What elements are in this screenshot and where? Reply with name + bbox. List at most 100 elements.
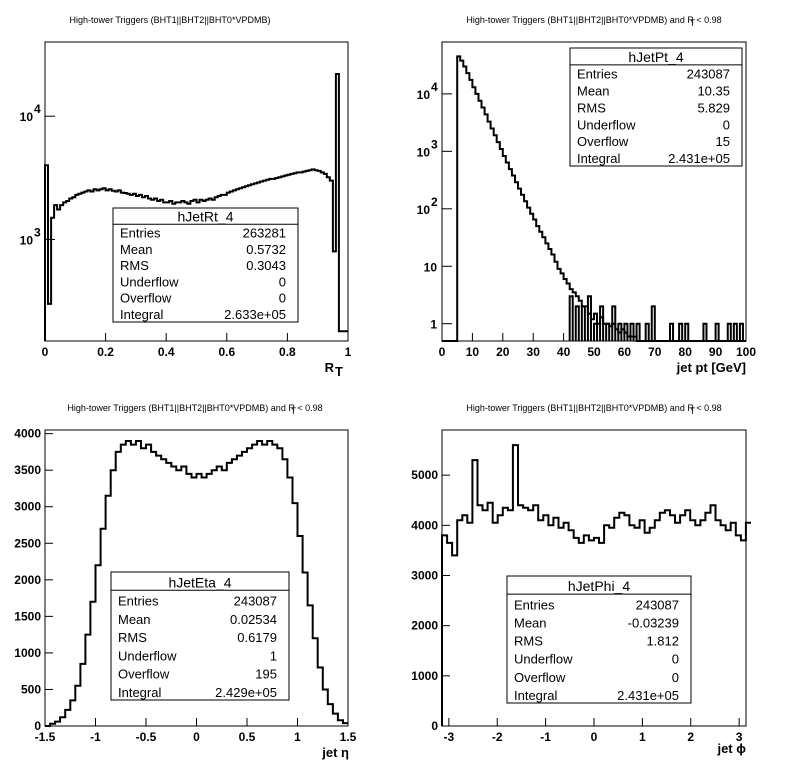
stats-row-value: 0.3043 [246, 258, 286, 273]
histogram-bin [623, 322, 629, 341]
stats-row-label: Mean [577, 84, 610, 99]
histogram-bin [611, 305, 617, 341]
x-tick-label: -1 [540, 730, 551, 744]
stats-row-value: 1 [270, 648, 277, 663]
x-axis-label: jet η [321, 745, 349, 760]
x-tick-label: 1 [345, 345, 352, 359]
y-tick-label: 4000 [14, 427, 41, 441]
chart-title: High-tower Triggers (BHT1||BHT2||BHT0*VP… [466, 403, 721, 413]
histogram-bin [684, 322, 690, 341]
stats-row-value: 15 [716, 134, 730, 149]
x-tick-label: 30 [527, 345, 541, 359]
histogram-line [45, 440, 348, 727]
y-tick-label: 10 [417, 88, 431, 102]
chart-title: High-tower Triggers (BHT1||BHT2||BHT0*VP… [466, 15, 721, 25]
stats-row-label: Overflow [118, 667, 170, 682]
x-tick-label: 3 [736, 730, 743, 744]
y-tick-label: 3000 [411, 568, 438, 582]
y-tick-exponent: 4 [34, 102, 41, 116]
stats-row-label: Underflow [120, 274, 179, 289]
stats-row-value: 263281 [243, 226, 286, 241]
stats-row-label: Overflow [577, 134, 629, 149]
x-axis-label: jet pt [GeV] [676, 360, 746, 375]
histogram-bin [599, 305, 605, 341]
histogram-bin [714, 322, 720, 341]
x-tick-label: 50 [587, 345, 601, 359]
histogram-bin [568, 295, 574, 341]
stats-row-value: 0.5732 [246, 242, 286, 257]
chart-title-subscript: T [690, 406, 696, 416]
stats-row-value: 0 [723, 117, 730, 132]
stats-box-frame [569, 47, 743, 167]
x-tick-label: 0 [193, 730, 200, 744]
panel-phi: High-tower Triggers (BHT1||BHT2||BHT0*VP… [411, 403, 751, 756]
x-tick-label: 100 [736, 345, 756, 359]
x-tick-label: 1 [294, 730, 301, 744]
stats-row-value: 2.429e+05 [215, 685, 277, 700]
stats-box: hJetPhi_4 Entries 243087 Mean -0.03239 RMS 1.8… [506, 575, 692, 704]
histogram-line [442, 55, 746, 342]
histogram-bin [629, 322, 635, 341]
y-tick-label: 3500 [14, 463, 41, 477]
stats-row-label: Integral [514, 688, 557, 703]
chart-title-subscript: T [690, 18, 696, 28]
x-axis-label: R [325, 360, 335, 375]
y-tick-label: 5000 [411, 468, 438, 482]
x-axis-label: jet ϕ [716, 741, 746, 756]
histogram-bin [586, 295, 592, 341]
x-tick-label: -3 [444, 730, 455, 744]
stats-row-value: 5.829 [697, 100, 730, 115]
stats-row-label: Mean [514, 615, 547, 630]
stats-row-value: 1.812 [646, 634, 679, 649]
histogram-bin [678, 322, 684, 341]
x-tick-label: 40 [557, 345, 571, 359]
stats-box-title: hJetRt_4 [177, 208, 233, 224]
x-tick-label: 0.5 [239, 730, 256, 744]
stats-row-value: 243087 [636, 597, 679, 612]
stats-box-frame [506, 575, 692, 704]
panel-eta: High-tower Triggers (BHT1||BHT2||BHT0*VP… [14, 403, 356, 760]
histogram-line [441, 444, 751, 726]
panel-pt: High-tower Triggers (BHT1||BHT2||BHT0*VP… [417, 15, 757, 375]
y-tick-label: 2000 [411, 619, 438, 633]
x-tick-label: -1.5 [35, 730, 56, 744]
histogram-bin [605, 322, 611, 341]
y-tick-label: 10 [424, 260, 438, 274]
stats-row-label: Entries [514, 597, 555, 612]
x-tick-label: 0.6 [218, 345, 235, 359]
chart-title-subscript: T [291, 406, 297, 416]
panel-rt: High-tower Triggers (BHT1||BHT2||BHT0*VP… [20, 15, 352, 379]
stats-row-label: Integral [120, 307, 163, 322]
histogram-bin [726, 322, 732, 341]
stats-row-value: 0 [672, 670, 679, 685]
histogram-bin [593, 322, 599, 341]
x-tick-label: 70 [648, 345, 662, 359]
x-tick-label: 80 [679, 345, 693, 359]
x-tick-label: 10 [466, 345, 480, 359]
x-axis-label-subscript: T [335, 364, 343, 379]
x-tick-label: 0 [42, 345, 49, 359]
y-tick-label: 1 [430, 318, 437, 332]
stats-row-label: Integral [577, 151, 620, 166]
y-tick-label: 1000 [14, 646, 41, 660]
stats-box-title: hJetPt_4 [628, 49, 683, 65]
stats-box: hJetPt_4 Entries 243087 Mean 10.35 RMS 5.829 Un… [569, 47, 743, 167]
y-tick-exponent: 3 [431, 137, 438, 151]
y-tick-label: 10 [20, 233, 34, 247]
stats-row-label: RMS [577, 100, 606, 115]
stats-box: hJetEta_4 Entries 243087 Mean 0.02534 RMS 0.61… [110, 571, 290, 701]
stats-row-value: 0.02534 [230, 612, 277, 627]
y-tick-label: 1000 [411, 669, 438, 683]
x-tick-label: 2 [687, 730, 694, 744]
stats-row-value: 0 [672, 652, 679, 667]
stats-row-label: Underflow [118, 648, 177, 663]
histogram-bin [738, 322, 744, 341]
y-tick-label: 10 [417, 145, 431, 159]
stats-row-value: 0 [279, 291, 286, 306]
stats-row-label: RMS [118, 630, 147, 645]
y-tick-label: 0 [34, 719, 41, 733]
chart-title: High-tower Triggers (BHT1||BHT2||BHT0*VP… [67, 403, 322, 413]
histogram-bin [702, 322, 708, 341]
stats-row-label: Entries [577, 67, 618, 82]
